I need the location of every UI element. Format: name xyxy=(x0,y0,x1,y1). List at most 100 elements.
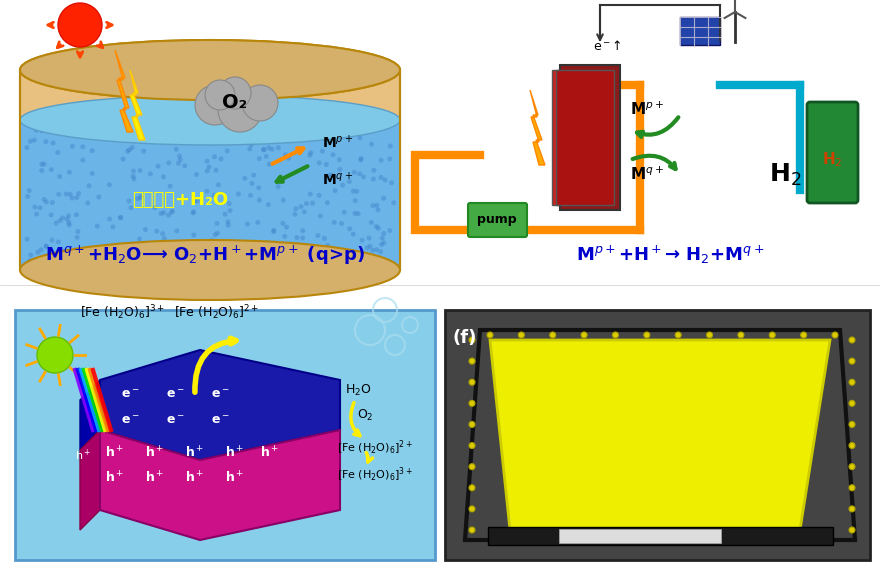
Circle shape xyxy=(74,212,79,217)
FancyBboxPatch shape xyxy=(552,70,610,205)
Circle shape xyxy=(213,232,217,237)
Circle shape xyxy=(95,132,100,137)
Polygon shape xyxy=(530,90,545,165)
FancyBboxPatch shape xyxy=(556,70,614,205)
Text: (f): (f) xyxy=(453,329,477,347)
Circle shape xyxy=(118,215,123,220)
Circle shape xyxy=(249,181,254,186)
Circle shape xyxy=(266,202,271,207)
Circle shape xyxy=(219,77,251,109)
Circle shape xyxy=(469,506,475,512)
Circle shape xyxy=(73,124,78,130)
Circle shape xyxy=(205,168,209,174)
Circle shape xyxy=(291,259,297,264)
Circle shape xyxy=(60,125,65,130)
Circle shape xyxy=(136,136,140,141)
Circle shape xyxy=(38,205,42,210)
Circle shape xyxy=(195,85,235,125)
Circle shape xyxy=(247,124,252,129)
Circle shape xyxy=(351,188,356,194)
Circle shape xyxy=(707,332,713,338)
Circle shape xyxy=(369,220,374,225)
Polygon shape xyxy=(115,50,133,132)
Circle shape xyxy=(849,527,855,533)
Polygon shape xyxy=(490,340,830,530)
Circle shape xyxy=(139,194,143,199)
Text: e$^-$: e$^-$ xyxy=(165,413,184,427)
Circle shape xyxy=(157,259,162,264)
Text: h$^+$: h$^+$ xyxy=(106,445,125,461)
Circle shape xyxy=(275,145,281,150)
Circle shape xyxy=(66,214,71,218)
Circle shape xyxy=(152,205,158,210)
Circle shape xyxy=(198,136,203,141)
Circle shape xyxy=(149,253,154,258)
Circle shape xyxy=(223,212,228,217)
Circle shape xyxy=(323,255,328,260)
Circle shape xyxy=(107,133,112,138)
Circle shape xyxy=(25,194,30,199)
Circle shape xyxy=(39,247,43,252)
Circle shape xyxy=(32,138,37,143)
Polygon shape xyxy=(20,120,400,270)
Circle shape xyxy=(378,175,384,180)
Circle shape xyxy=(284,134,289,139)
Text: e$^-$: e$^-$ xyxy=(121,413,139,427)
Circle shape xyxy=(612,332,619,338)
Circle shape xyxy=(161,136,166,140)
Circle shape xyxy=(61,249,66,254)
Circle shape xyxy=(371,168,377,173)
Circle shape xyxy=(204,189,209,194)
Circle shape xyxy=(40,162,44,167)
Circle shape xyxy=(247,146,253,151)
Circle shape xyxy=(90,171,95,176)
Circle shape xyxy=(849,337,855,343)
Circle shape xyxy=(193,260,197,265)
Circle shape xyxy=(155,139,160,144)
Circle shape xyxy=(281,198,286,203)
Text: h$^+$: h$^+$ xyxy=(186,471,204,486)
Circle shape xyxy=(40,128,45,133)
Circle shape xyxy=(127,147,132,152)
Circle shape xyxy=(255,246,260,250)
Circle shape xyxy=(141,255,146,260)
Circle shape xyxy=(131,168,136,174)
Circle shape xyxy=(218,88,262,132)
Circle shape xyxy=(141,148,146,154)
Circle shape xyxy=(267,162,272,167)
Circle shape xyxy=(308,192,312,196)
Circle shape xyxy=(644,332,649,338)
Circle shape xyxy=(392,200,396,205)
Text: e$^-$: e$^-$ xyxy=(165,388,184,401)
Circle shape xyxy=(374,203,379,208)
Circle shape xyxy=(166,124,172,129)
Circle shape xyxy=(37,337,73,373)
Circle shape xyxy=(581,332,587,338)
Circle shape xyxy=(107,216,112,222)
Circle shape xyxy=(161,256,166,260)
Circle shape xyxy=(319,148,325,154)
Circle shape xyxy=(293,206,298,211)
Text: 光催化剂+H₂O: 光催化剂+H₂O xyxy=(132,191,228,209)
Circle shape xyxy=(849,379,855,385)
Circle shape xyxy=(469,358,475,364)
Circle shape xyxy=(281,221,285,226)
Circle shape xyxy=(369,142,374,147)
Text: h$^+$: h$^+$ xyxy=(145,471,165,486)
Circle shape xyxy=(161,174,166,179)
Circle shape xyxy=(85,200,91,206)
Circle shape xyxy=(849,358,855,364)
Circle shape xyxy=(389,180,394,185)
Circle shape xyxy=(383,260,388,266)
Circle shape xyxy=(25,236,30,242)
Circle shape xyxy=(361,174,366,179)
Circle shape xyxy=(50,200,55,205)
Circle shape xyxy=(550,332,556,338)
Circle shape xyxy=(357,135,363,140)
Circle shape xyxy=(358,156,363,161)
Circle shape xyxy=(138,195,143,200)
Circle shape xyxy=(374,247,379,252)
Circle shape xyxy=(323,263,328,267)
Circle shape xyxy=(469,337,475,343)
Circle shape xyxy=(216,182,221,187)
